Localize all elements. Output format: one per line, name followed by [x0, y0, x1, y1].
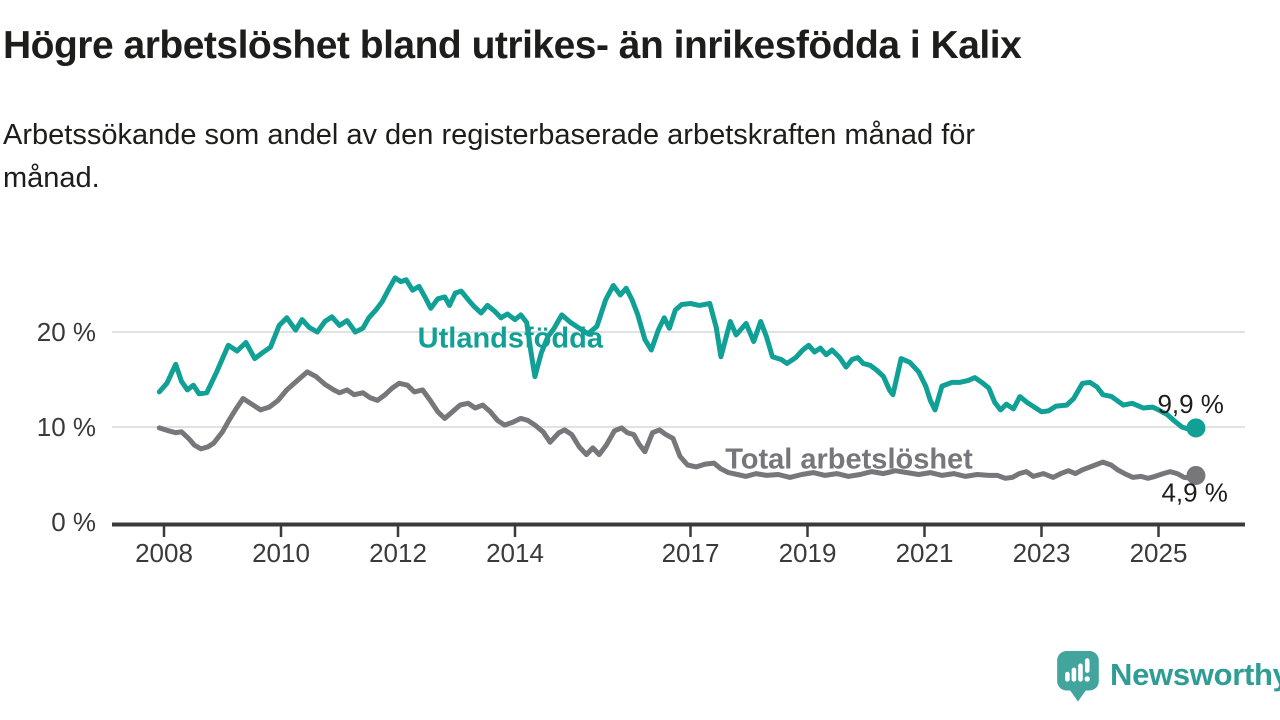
series-end-dot-0	[1186, 465, 1206, 485]
page-title: Högre arbetslöshet bland utrikes- än inr…	[3, 24, 1022, 67]
newsworthy-brand: Newsworthy	[1056, 651, 1280, 703]
y-tick-label-10: 10 %	[37, 412, 96, 442]
chart-subtitle: Arbetssökande som andel av den registerb…	[3, 119, 976, 194]
series-end-dot-1	[1186, 418, 1206, 438]
series-label-0: Total arbetslöshet	[725, 443, 973, 475]
x-tick-label-2019: 2019	[779, 538, 837, 568]
x-tick-label-2021: 2021	[896, 538, 954, 568]
series-line-0	[156, 369, 1199, 481]
speech-bubble-shape	[1057, 651, 1099, 702]
end-value-label-1: 9,9 %	[1157, 389, 1224, 419]
x-tick-label-2025: 2025	[1130, 538, 1188, 568]
end-value-label-0: 4,9 %	[1161, 477, 1228, 507]
x-tick-label-2008: 2008	[135, 538, 193, 568]
y-tick-label-20: 20 %	[37, 317, 96, 347]
series-label-1: Utlandsfödda	[418, 323, 604, 355]
series-line-1	[156, 275, 1199, 433]
x-tick-label-2023: 2023	[1013, 538, 1071, 568]
x-tick-label-2014: 2014	[486, 538, 544, 568]
x-tick-label-2010: 2010	[252, 538, 310, 568]
y-tick-label-0: 0 %	[51, 507, 96, 537]
x-tick-label-2012: 2012	[369, 538, 427, 568]
newsworthy-logo-icon	[1057, 651, 1099, 702]
x-tick-label-2017: 2017	[662, 538, 720, 568]
mini-bar-chart-glyph	[1065, 658, 1090, 682]
newsworthy-wordmark: Newsworthy	[1110, 656, 1280, 692]
